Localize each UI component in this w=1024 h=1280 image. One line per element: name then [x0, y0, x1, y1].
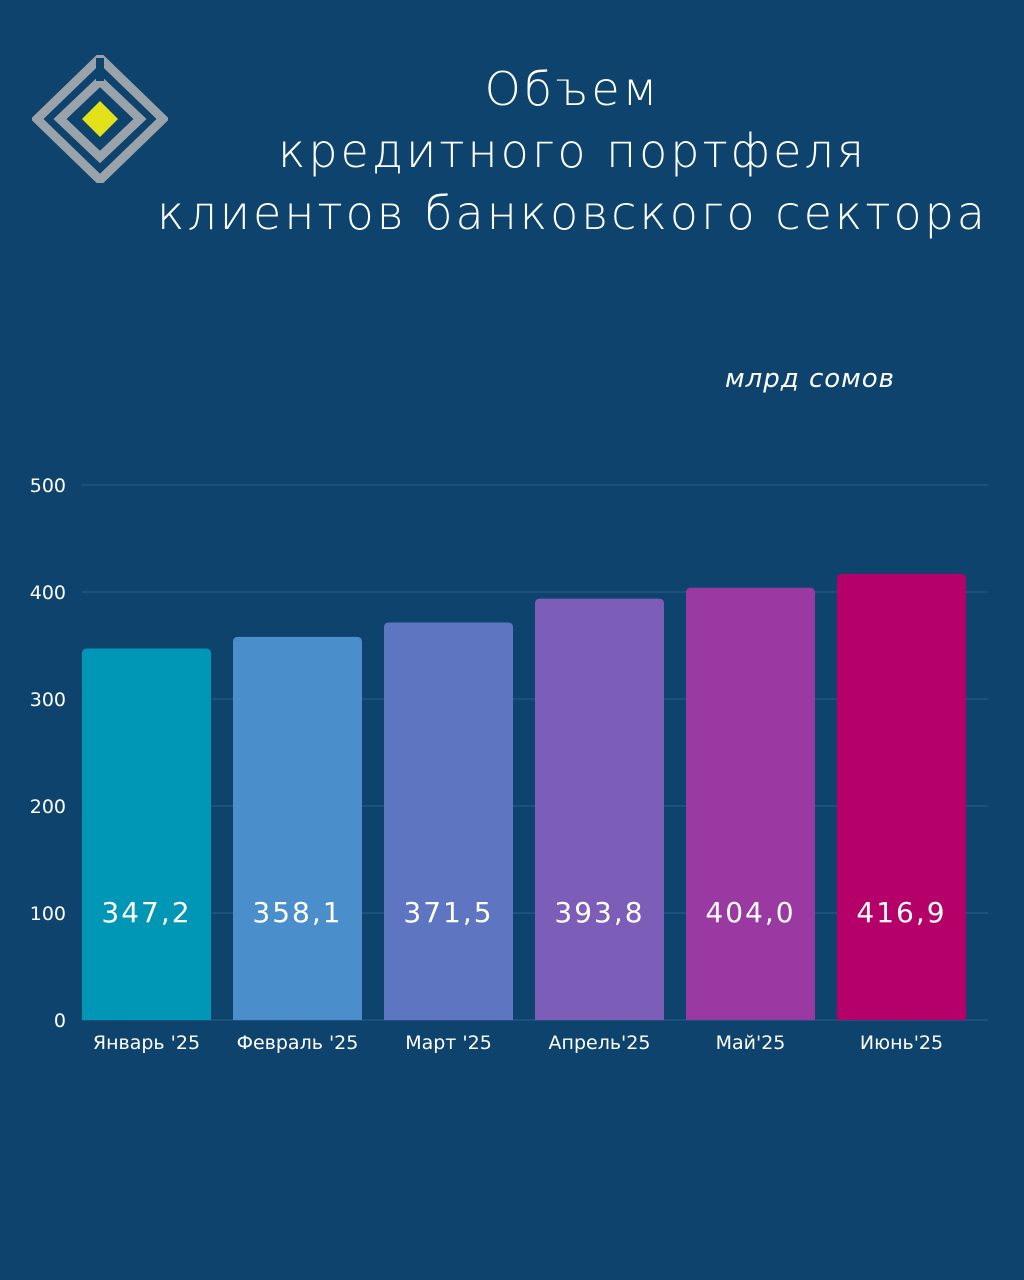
diamond-logo-icon: [32, 55, 168, 183]
bar: [233, 636, 362, 1020]
bar: [82, 648, 211, 1020]
y-tick-label: 300: [30, 689, 66, 711]
bar-value-label: 371,5: [403, 896, 493, 929]
y-tick-label: 100: [30, 903, 66, 925]
unit-label: млрд сомов: [724, 364, 896, 394]
title-line-2: кредитного портфеля: [278, 124, 867, 178]
bar: [384, 622, 513, 1020]
bar-value-label: 347,2: [101, 896, 191, 929]
title-line-1: Объем: [484, 62, 661, 116]
x-tick-label: Май'25: [716, 1032, 786, 1054]
bar: [837, 573, 966, 1020]
title-line-3: клиентов банковского сектора: [157, 186, 988, 240]
y-tick-label: 200: [30, 796, 66, 818]
bar-value-label: 416,9: [856, 896, 946, 929]
bar-value-label: 358,1: [252, 896, 342, 929]
bar: [535, 598, 664, 1020]
x-tick-label: Июнь'25: [860, 1032, 943, 1054]
x-tick-label: Январь '25: [93, 1032, 200, 1054]
chart-title: Объем кредитного портфеля клиентов банко…: [150, 58, 995, 244]
bar: [686, 587, 815, 1020]
y-tick-label: 400: [30, 582, 66, 604]
x-tick-label: Март '25: [405, 1032, 492, 1054]
bar-value-label: 404,0: [705, 896, 795, 929]
bar-value-label: 393,8: [554, 896, 644, 929]
x-tick-label: Февраль '25: [237, 1032, 359, 1054]
x-tick-label: Апрель'25: [549, 1032, 651, 1054]
y-tick-label: 0: [54, 1010, 66, 1032]
y-tick-label: 500: [30, 475, 66, 497]
